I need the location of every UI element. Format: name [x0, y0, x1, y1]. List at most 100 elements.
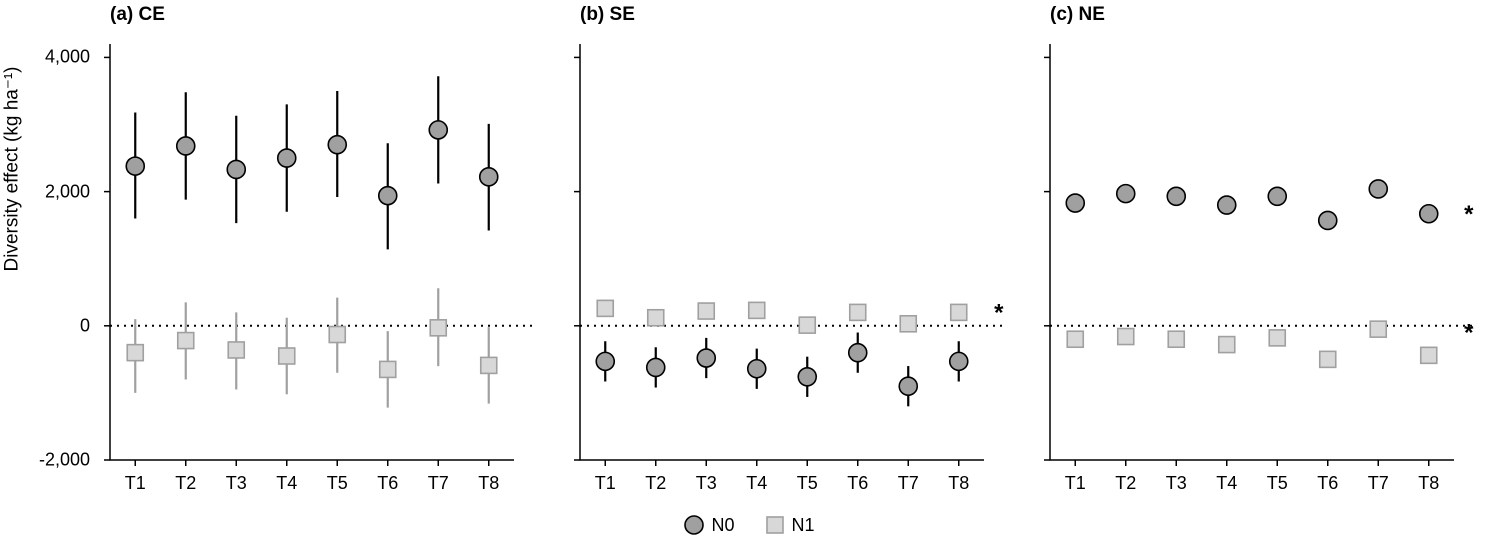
point-n0: [177, 137, 195, 155]
xtick-label: T5: [1267, 473, 1288, 494]
point-n1: [799, 317, 815, 333]
point-n1: [228, 342, 244, 358]
point-n0: [798, 368, 816, 386]
point-n1: [850, 304, 866, 320]
ytick-label: 0: [80, 315, 90, 336]
xtick-label: T3: [1166, 473, 1187, 494]
axis-frame: [580, 44, 984, 460]
xtick-label: T1: [595, 473, 616, 494]
xtick-label: T5: [327, 473, 348, 494]
point-n1: [1118, 329, 1134, 345]
point-n1: [1067, 331, 1083, 347]
point-n0: [379, 187, 397, 205]
xtick-label: T7: [428, 473, 449, 494]
point-n0: [1369, 180, 1387, 198]
panel-title-c: (c) NE: [1050, 4, 1105, 26]
point-n1: [1219, 337, 1235, 353]
plot-a: T1T2T3T4T5T6T7T8-2,00002,0004,000: [100, 36, 540, 470]
point-n0: [1167, 187, 1185, 205]
point-n0: [748, 360, 766, 378]
point-n0: [1319, 211, 1337, 229]
chart-container: { "layout": { "width": 1498, "height": 5…: [0, 0, 1498, 545]
point-n0: [1268, 187, 1286, 205]
point-n0: [899, 377, 917, 395]
xtick-label: T1: [1065, 473, 1086, 494]
plot-c: **T1T2T3T4T5T6T7T8: [1040, 36, 1480, 470]
significance-asterisk: *: [1464, 320, 1474, 347]
legend-item-n1: N1: [764, 514, 815, 536]
point-n0: [278, 149, 296, 167]
point-n0: [697, 349, 715, 367]
point-n1: [1269, 330, 1285, 346]
y-axis-label: Diversity effect (kg ha⁻¹): [1, 66, 24, 271]
xtick-label: T5: [797, 473, 818, 494]
point-n0: [227, 160, 245, 178]
plot-b: *T1T2T3T4T5T6T7T8: [570, 36, 1010, 470]
point-n1: [951, 304, 967, 320]
legend-n0-label: N0: [711, 515, 734, 536]
panel-c: (c) NE**T1T2T3T4T5T6T7T8: [1040, 10, 1480, 500]
significance-asterisk: *: [1464, 201, 1474, 228]
point-n1: [279, 348, 295, 364]
point-n0: [480, 168, 498, 186]
point-n1: [430, 320, 446, 336]
xtick-label: T6: [1317, 473, 1338, 494]
ytick-label: 4,000: [45, 47, 90, 68]
xtick-label: T6: [377, 473, 398, 494]
xtick-label: T8: [478, 473, 499, 494]
legend-n1-label: N1: [792, 515, 815, 536]
panel-a: (a) CET1T2T3T4T5T6T7T8-2,00002,0004,000: [100, 10, 540, 500]
ytick-label: -2,000: [39, 450, 90, 471]
point-n0: [328, 136, 346, 154]
xtick-label: T2: [645, 473, 666, 494]
panel-b: (b) SE*T1T2T3T4T5T6T7T8: [570, 10, 1010, 500]
point-n1: [1370, 321, 1386, 337]
point-n1: [749, 302, 765, 318]
point-n1: [481, 357, 497, 373]
legend-n0-icon: [683, 514, 705, 536]
point-n1: [1421, 347, 1437, 363]
point-n1: [127, 345, 143, 361]
point-n0: [1218, 196, 1236, 214]
panel-title-a: (a) CE: [110, 4, 165, 26]
point-n1: [380, 361, 396, 377]
xtick-label: T4: [746, 473, 767, 494]
point-n0: [596, 352, 614, 370]
xtick-label: T1: [125, 473, 146, 494]
point-n0: [950, 352, 968, 370]
panel-title-b: (b) SE: [580, 4, 635, 26]
xtick-label: T3: [226, 473, 247, 494]
point-n1: [1168, 331, 1184, 347]
xtick-label: T4: [276, 473, 297, 494]
xtick-label: T2: [1115, 473, 1136, 494]
point-n1: [648, 310, 664, 326]
xtick-label: T8: [948, 473, 969, 494]
xtick-label: T4: [1216, 473, 1237, 494]
axis-frame: [110, 44, 514, 460]
point-n0: [1117, 185, 1135, 203]
point-n0: [429, 121, 447, 139]
point-n1: [1320, 351, 1336, 367]
panels-row: (a) CET1T2T3T4T5T6T7T8-2,00002,0004,000(…: [100, 10, 1480, 500]
xtick-label: T2: [175, 473, 196, 494]
point-n1: [178, 333, 194, 349]
xtick-label: T7: [898, 473, 919, 494]
point-n1: [900, 316, 916, 332]
legend-item-n0: N0: [683, 514, 734, 536]
point-n0: [1066, 194, 1084, 212]
legend-n1-icon: [764, 514, 786, 536]
axis-frame: [1050, 44, 1454, 460]
xtick-label: T3: [696, 473, 717, 494]
ytick-label: 2,000: [45, 181, 90, 202]
point-n0: [849, 344, 867, 362]
point-n0: [647, 358, 665, 376]
point-n0: [1420, 205, 1438, 223]
point-n1: [329, 327, 345, 343]
xtick-label: T8: [1418, 473, 1439, 494]
xtick-label: T7: [1368, 473, 1389, 494]
point-n1: [597, 300, 613, 316]
point-n0: [126, 157, 144, 175]
legend: N0 N1: [0, 514, 1498, 541]
significance-asterisk: *: [994, 299, 1004, 326]
point-n1: [698, 303, 714, 319]
